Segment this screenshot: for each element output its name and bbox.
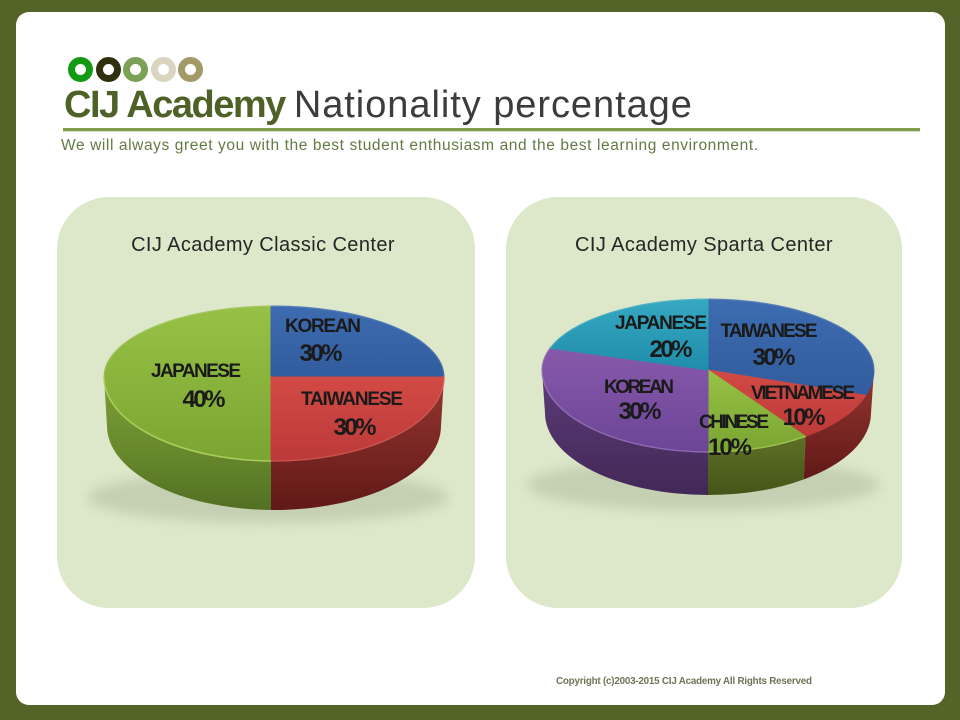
svg-text:KOREAN: KOREAN xyxy=(604,377,674,398)
svg-text:30%: 30% xyxy=(300,340,343,367)
svg-text:TAIWANESE: TAIWANESE xyxy=(301,389,403,410)
svg-text:30%: 30% xyxy=(619,398,662,425)
svg-text:10%: 10% xyxy=(708,434,752,461)
svg-text:40%: 40% xyxy=(183,386,226,413)
svg-text:10%: 10% xyxy=(783,404,826,431)
svg-text:VIETNAMESE: VIETNAMESE xyxy=(751,383,855,404)
svg-text:30%: 30% xyxy=(753,344,796,371)
svg-text:KOREAN: KOREAN xyxy=(285,316,361,337)
svg-text:30%: 30% xyxy=(334,414,377,441)
svg-text:20%: 20% xyxy=(650,336,693,363)
svg-text:TAIWANESE: TAIWANESE xyxy=(721,321,818,342)
svg-text:JAPANESE: JAPANESE xyxy=(151,361,241,382)
svg-text:CHINESE: CHINESE xyxy=(699,412,769,433)
svg-text:JAPANESE: JAPANESE xyxy=(615,313,707,334)
